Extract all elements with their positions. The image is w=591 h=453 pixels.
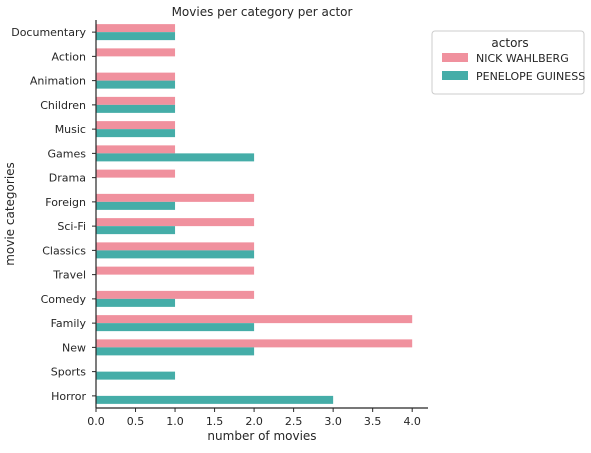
bar-sci-fi-series-1 xyxy=(96,218,255,227)
x-tick-label: 0.5 xyxy=(127,415,145,428)
bar-documentary-series-1 xyxy=(96,24,176,33)
y-tick-label-family: Family xyxy=(51,317,87,330)
bar-documentary-series-2 xyxy=(96,32,176,41)
x-tick-label: 1.5 xyxy=(206,415,224,428)
bar-drama-series-1 xyxy=(96,169,176,178)
legend-frame xyxy=(431,30,585,95)
x-tick-label: 0.0 xyxy=(87,415,105,428)
x-tick-label: 3.5 xyxy=(364,415,382,428)
legend: actors NICK WAHLBERG PENELOPE GUINESS xyxy=(431,30,585,95)
bar-family-series-2 xyxy=(96,323,255,332)
bar-horror-series-2 xyxy=(96,395,334,404)
y-axis-label: movie categories xyxy=(3,162,17,266)
y-tick-label-horror: Horror xyxy=(51,390,86,403)
legend-label-2: PENELOPE GUINESS xyxy=(476,70,585,83)
bar-travel-series-1 xyxy=(96,266,255,275)
y-tick-label-comedy: Comedy xyxy=(41,293,87,306)
bar-games-series-1 xyxy=(96,145,176,154)
y-tick-label-music: Music xyxy=(55,123,86,136)
bar-animation-series-2 xyxy=(96,80,176,89)
bar-sci-fi-series-2 xyxy=(96,226,176,235)
chart-title: Movies per category per actor xyxy=(172,5,353,19)
legend-label-1: NICK WAHLBERG xyxy=(476,52,569,65)
x-axis-label: number of movies xyxy=(207,429,316,443)
bar-games-series-2 xyxy=(96,153,255,162)
y-ticks: Documentary Action Animation Children Music G… xyxy=(11,26,96,403)
y-tick-label-sports: Sports xyxy=(51,366,87,379)
y-tick-label-sci-fi: Sci-Fi xyxy=(57,220,86,233)
bar-music-series-2 xyxy=(96,129,176,138)
bar-classics-series-2 xyxy=(96,250,255,259)
y-tick-label-children: Children xyxy=(40,99,86,112)
bar-action-series-1 xyxy=(96,48,176,57)
bar-music-series-1 xyxy=(96,121,176,130)
legend-entries: NICK WAHLBERG PENELOPE GUINESS xyxy=(442,52,585,83)
y-tick-label-animation: Animation xyxy=(30,75,86,88)
bar-comedy-series-1 xyxy=(96,290,255,299)
x-tick-label: 1.0 xyxy=(166,415,184,428)
bar-animation-series-1 xyxy=(96,72,176,81)
y-tick-label-action: Action xyxy=(52,50,86,63)
bar-new-series-1 xyxy=(96,339,413,348)
x-ticks: 0.0 0.5 1.0 1.5 2.0 2.5 3.0 3.5 4.0 xyxy=(87,408,421,428)
x-tick-label: 3.0 xyxy=(324,415,342,428)
bar-comedy-series-2 xyxy=(96,298,176,307)
bar-children-series-1 xyxy=(96,96,176,105)
x-tick-label: 2.5 xyxy=(285,415,303,428)
legend-swatch-2 xyxy=(442,71,468,80)
bars-layer xyxy=(96,24,413,404)
bar-new-series-2 xyxy=(96,347,255,356)
bar-foreign-series-2 xyxy=(96,201,176,210)
bar-foreign-series-1 xyxy=(96,193,255,202)
y-tick-label-new: New xyxy=(62,341,86,354)
bar-sports-series-2 xyxy=(96,371,176,380)
legend-swatch-1 xyxy=(442,53,468,62)
y-tick-label-classics: Classics xyxy=(42,244,86,257)
legend-title: actors xyxy=(491,36,528,50)
y-tick-label-documentary: Documentary xyxy=(11,26,86,39)
x-tick-label: 2.0 xyxy=(245,415,263,428)
y-tick-label-foreign: Foreign xyxy=(45,196,86,209)
bar-classics-series-1 xyxy=(96,242,255,251)
bar-children-series-2 xyxy=(96,104,176,113)
y-tick-label-games: Games xyxy=(48,147,87,160)
y-tick-label-drama: Drama xyxy=(49,172,86,185)
x-tick-label: 4.0 xyxy=(403,415,421,428)
bar-family-series-1 xyxy=(96,315,413,324)
y-tick-label-travel: Travel xyxy=(52,269,86,282)
